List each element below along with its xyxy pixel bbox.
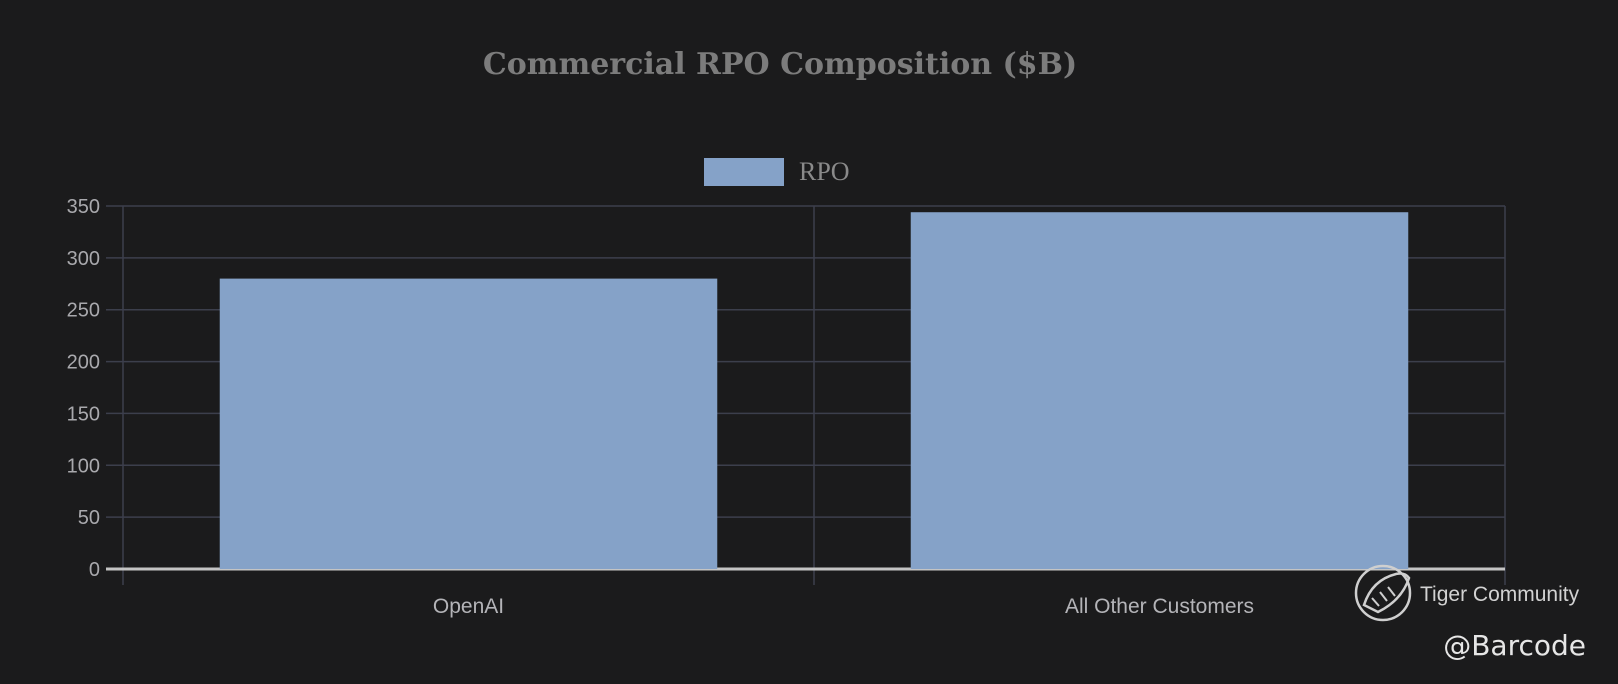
y-tick-label: 0 — [89, 559, 100, 581]
y-tick-label: 100 — [67, 455, 100, 477]
y-tick-label: 300 — [67, 248, 100, 270]
legend-swatch-rpo — [704, 158, 784, 186]
y-tick-label: 200 — [67, 352, 100, 374]
chart-title: Commercial RPO Composition ($B) — [483, 47, 1077, 82]
x-axis-labels: OpenAI All Other Customers — [433, 595, 1254, 618]
bar-1 — [910, 212, 1409, 570]
bar-0 — [219, 278, 718, 569]
y-tick-label: 150 — [67, 403, 100, 425]
legend-label-rpo: RPO — [799, 157, 850, 186]
watermark-handle: @Barcode — [1443, 629, 1586, 662]
y-tick-label: 250 — [67, 300, 100, 322]
x-tick-label: OpenAI — [433, 595, 504, 618]
y-tick-label: 50 — [78, 507, 100, 529]
y-tick-label: 350 — [67, 196, 100, 218]
x-tick-label: All Other Customers — [1065, 595, 1254, 618]
watermark-brand: Tiger Community — [1420, 583, 1580, 606]
bars — [219, 212, 1409, 570]
legend[interactable]: RPO — [704, 157, 850, 186]
y-axis-ticks: 0 50 100 150 200 250 300 350 — [67, 196, 100, 581]
tiger-logo-icon — [1354, 564, 1412, 622]
watermark: Tiger Community @Barcode — [1354, 564, 1586, 662]
